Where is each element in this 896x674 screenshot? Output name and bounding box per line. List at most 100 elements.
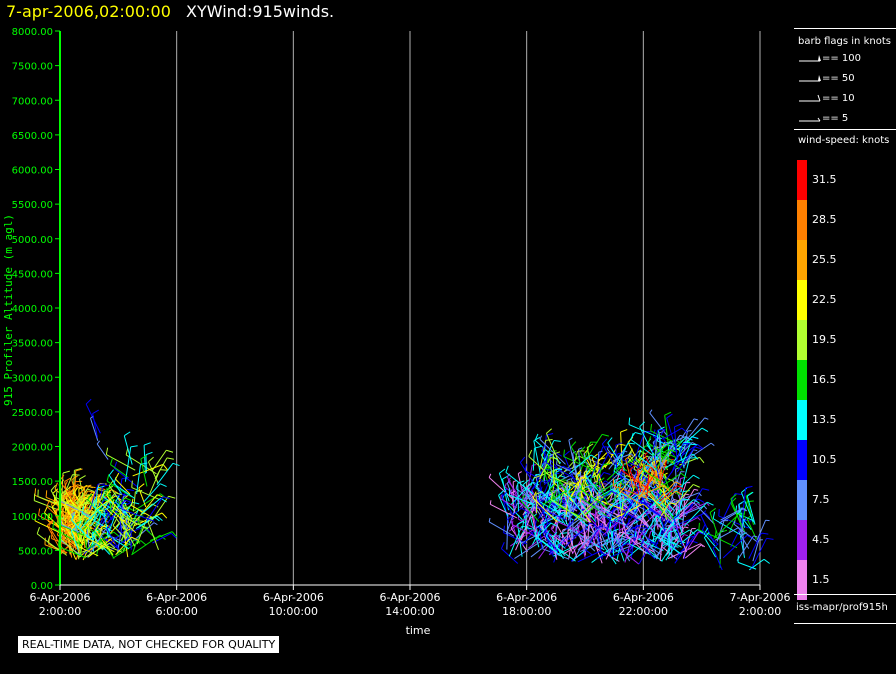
wind-barb bbox=[635, 509, 662, 540]
colorbar-label: 25.5 bbox=[812, 253, 837, 266]
wind-barb bbox=[498, 468, 510, 502]
wind-barb bbox=[506, 507, 528, 521]
wind-barb bbox=[737, 555, 757, 570]
wind-barb bbox=[570, 441, 581, 464]
wind-barb bbox=[47, 535, 68, 556]
wind-barb bbox=[567, 528, 578, 558]
y-tick-label: 8000.00 bbox=[12, 27, 53, 38]
wind-barb bbox=[634, 530, 664, 552]
wind-barb bbox=[583, 464, 595, 489]
wind-barb bbox=[501, 491, 514, 515]
wind-barb bbox=[752, 539, 763, 562]
wind-barb bbox=[568, 454, 598, 475]
wind-barb bbox=[635, 526, 652, 555]
wind-barb bbox=[637, 501, 663, 519]
wind-barb bbox=[625, 454, 634, 489]
legend-panel: barb flags in knots == 100 == 50 == 10 == 5… bbox=[790, 28, 896, 624]
x-tick-time: 6:00:00 bbox=[155, 605, 197, 618]
y-tick-label: 6000.00 bbox=[12, 166, 53, 177]
wind-barb bbox=[533, 436, 541, 475]
time-gridlines bbox=[176, 31, 761, 585]
wind-barb bbox=[647, 436, 676, 464]
wind-barb bbox=[500, 542, 519, 564]
wind-barb bbox=[682, 443, 698, 464]
wind-barb bbox=[564, 522, 597, 548]
quality-notice: REAL-TIME DATA, NOT CHECKED FOR QUALITY bbox=[18, 636, 280, 653]
wind-barb bbox=[611, 528, 619, 557]
y-tick-label: 6500.00 bbox=[12, 131, 53, 142]
wind-barb bbox=[683, 429, 692, 452]
wind-barb bbox=[525, 464, 537, 501]
wind-barb bbox=[703, 532, 717, 558]
wind-barb bbox=[552, 451, 561, 484]
wind-barb bbox=[586, 443, 596, 483]
colorbar-swatch bbox=[797, 240, 807, 280]
wind-barb bbox=[571, 479, 586, 511]
wind-barb bbox=[701, 523, 719, 545]
wind-barb bbox=[527, 485, 537, 515]
wind-barb bbox=[115, 536, 139, 556]
y-tick-label: 0.00 bbox=[31, 581, 53, 592]
wind-barb bbox=[681, 506, 689, 527]
wind-barb bbox=[154, 457, 174, 480]
wind-barb bbox=[545, 529, 566, 557]
wind-barb bbox=[607, 437, 626, 470]
wind-barb bbox=[115, 472, 131, 495]
colorbar-swatch bbox=[797, 480, 807, 520]
wind-barb bbox=[59, 474, 80, 505]
wind-barb bbox=[681, 505, 708, 516]
wind-barb bbox=[94, 524, 114, 556]
wind-barb bbox=[621, 526, 647, 555]
wind-barb bbox=[123, 431, 133, 465]
wind-barb bbox=[106, 489, 125, 516]
wind-barb bbox=[120, 517, 140, 541]
wind-barb bbox=[676, 446, 702, 473]
wind-barb bbox=[639, 421, 655, 456]
barb-flag-icon bbox=[799, 75, 821, 82]
wind-barb bbox=[530, 535, 563, 558]
wind-barb bbox=[131, 480, 160, 500]
wind-barb bbox=[551, 532, 564, 560]
wind-barb bbox=[563, 450, 577, 484]
wind-barb bbox=[132, 463, 168, 477]
y-tick-label: 4500.00 bbox=[12, 269, 53, 280]
y-axis-label: 915 Profiler Altitude (m agl) bbox=[2, 214, 15, 406]
wind-barb bbox=[105, 447, 136, 471]
colorbar-label: 19.5 bbox=[812, 333, 837, 346]
colorbar-swatch bbox=[797, 160, 807, 200]
header-datetime: 7-apr-2006,02:00:00 bbox=[6, 2, 171, 21]
wind-barb bbox=[678, 499, 700, 512]
wind-barb bbox=[598, 477, 609, 505]
wind-barb bbox=[670, 492, 702, 505]
wind-barb bbox=[584, 433, 610, 462]
wind-barb bbox=[656, 481, 682, 502]
wind-barb bbox=[45, 490, 78, 511]
wind-barb bbox=[532, 445, 542, 471]
wind-barb bbox=[640, 538, 656, 560]
wind-barb bbox=[680, 457, 697, 493]
wind-barb bbox=[96, 440, 109, 460]
wind-barb bbox=[659, 490, 683, 506]
flag-row-5: == 5 bbox=[798, 112, 848, 124]
wind-barb bbox=[587, 523, 593, 547]
wind-barb bbox=[85, 542, 116, 558]
y-tick-label: 7500.00 bbox=[12, 62, 53, 73]
wind-barb bbox=[534, 529, 563, 558]
x-tick-time: 2:00:00 bbox=[739, 605, 781, 618]
wind-barb bbox=[131, 498, 153, 518]
wind-barb bbox=[679, 418, 698, 441]
wind-barb bbox=[511, 520, 538, 539]
wind-barb bbox=[119, 512, 136, 547]
wind-barb bbox=[564, 502, 582, 518]
wind-barb bbox=[92, 409, 99, 438]
wind-barb bbox=[552, 470, 578, 489]
wind-barb bbox=[682, 444, 704, 456]
wind-barb bbox=[106, 474, 133, 498]
wind-barb bbox=[147, 456, 159, 484]
wind-barb bbox=[542, 486, 566, 497]
wind-barb bbox=[532, 491, 558, 523]
wind-barb bbox=[636, 465, 644, 493]
wind-barb bbox=[110, 457, 128, 478]
wind-barb bbox=[667, 543, 704, 560]
wind-barb bbox=[675, 474, 700, 492]
